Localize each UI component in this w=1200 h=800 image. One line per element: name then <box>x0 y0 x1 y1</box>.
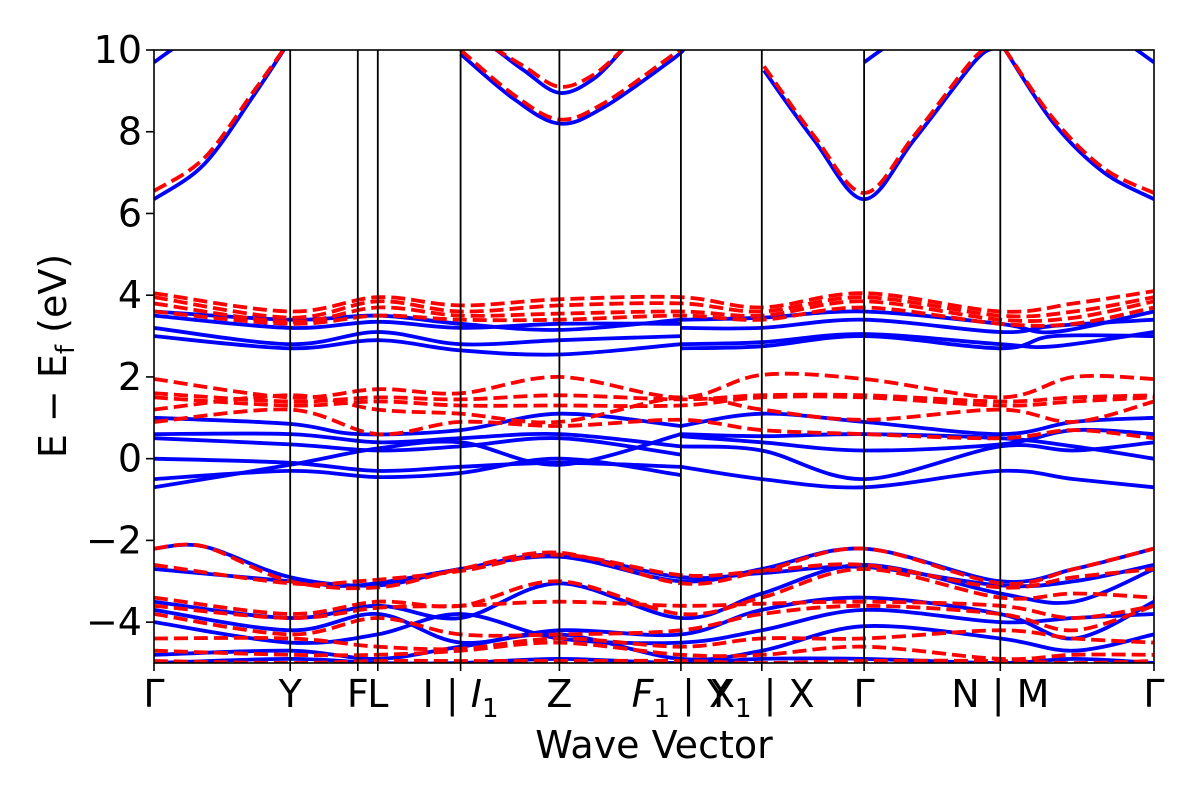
band-line <box>154 313 681 330</box>
x-tick-label: N | M <box>951 672 1049 717</box>
band-line <box>154 542 1154 588</box>
y-axis-label-unit-text: (eV) <box>31 254 75 333</box>
band-line <box>862 50 885 64</box>
band-line <box>154 407 1154 441</box>
x-tick-label-main: F <box>632 672 655 716</box>
x-tick-label: Γ <box>854 672 875 716</box>
x-tick-label-italic: I <box>471 672 482 716</box>
band-line <box>680 464 1154 490</box>
band-line <box>154 289 1154 314</box>
x-tick-label-main: Γ <box>143 672 164 716</box>
band-line <box>154 552 1154 590</box>
y-tick-label: 8 <box>118 110 142 154</box>
band-line <box>154 50 286 201</box>
band-line <box>459 50 686 126</box>
x-tick-label-sub: 1 <box>735 694 752 724</box>
y-tick-label: 6 <box>118 191 142 235</box>
band-line <box>762 50 995 202</box>
x-tick-label: I | I1 <box>423 672 499 724</box>
band-line <box>154 50 175 64</box>
band-line <box>154 599 1154 620</box>
band-line <box>154 431 682 449</box>
band-line <box>154 432 682 490</box>
x-tick-label-sub: 1 <box>482 694 499 724</box>
x-tick-label: Γ <box>143 672 164 716</box>
x-tick-label: F1 | Y <box>632 672 731 724</box>
band-line <box>459 50 685 122</box>
band-line <box>154 326 681 347</box>
band-line <box>154 411 682 437</box>
band-line <box>154 393 1154 425</box>
band-line <box>154 456 682 481</box>
bands-layer <box>154 50 1154 663</box>
band-line <box>154 628 1154 652</box>
band-line <box>154 50 286 193</box>
x-tick-label-main: Γ <box>1143 672 1164 716</box>
plot-frame <box>153 49 1155 664</box>
band-line <box>154 658 1154 663</box>
band-line <box>154 436 682 457</box>
x-tick-label-main: F <box>347 672 369 716</box>
x-tick-label-main: X <box>709 672 735 716</box>
x-tick-label-main: I | <box>423 672 471 717</box>
y-axis-label-main: E − E <box>31 354 75 458</box>
y-tick-label: 10 <box>94 28 142 72</box>
x-tick-label: Y <box>278 672 303 716</box>
x-tick-label: L <box>367 672 388 716</box>
band-line <box>154 456 681 473</box>
series-dashed-red <box>154 50 1154 663</box>
x-tick-label-main: Z <box>546 672 572 716</box>
y-axis-label-unit <box>31 333 75 345</box>
y-tick-label: 4 <box>118 273 142 317</box>
high-symmetry-lines <box>289 50 1002 663</box>
band-line <box>1003 50 1154 201</box>
x-tick-label-suffix: | X <box>752 672 815 717</box>
x-tick-label: X1 | X <box>709 672 815 724</box>
y-tick-label: 0 <box>118 437 142 481</box>
band-line <box>154 563 1154 621</box>
x-tick-label: Γ <box>1143 672 1164 716</box>
x-axis-label: Wave Vector <box>535 723 773 767</box>
x-tick-label-main: L <box>367 672 388 716</box>
band-line <box>1003 50 1154 195</box>
x-tick-label-main: N | M <box>951 672 1049 717</box>
x-tick-label: Z <box>546 672 572 716</box>
band-line <box>762 50 994 195</box>
x-tick-label-main: Y <box>278 672 303 716</box>
y-axis-label-sub: f <box>51 344 81 354</box>
band-line <box>154 640 1154 662</box>
x-tick-label: F <box>347 672 369 716</box>
x-tick-label-suffix: | Y <box>670 672 731 717</box>
band-line <box>154 334 682 357</box>
band-line <box>680 440 1154 482</box>
y-axis: 10 8 6 4 2 0 −2 −4 <box>86 28 154 644</box>
y-tick-label: 2 <box>118 355 142 399</box>
x-tick-label-sub: 1 <box>653 694 670 724</box>
y-tick-label: −2 <box>86 518 142 562</box>
y-axis-label: E − Ef (eV) <box>31 254 81 458</box>
y-tick-label: −4 <box>86 600 142 644</box>
x-tick-label-main: Γ <box>854 672 875 716</box>
band-line <box>493 50 625 89</box>
band-line <box>1133 50 1154 64</box>
